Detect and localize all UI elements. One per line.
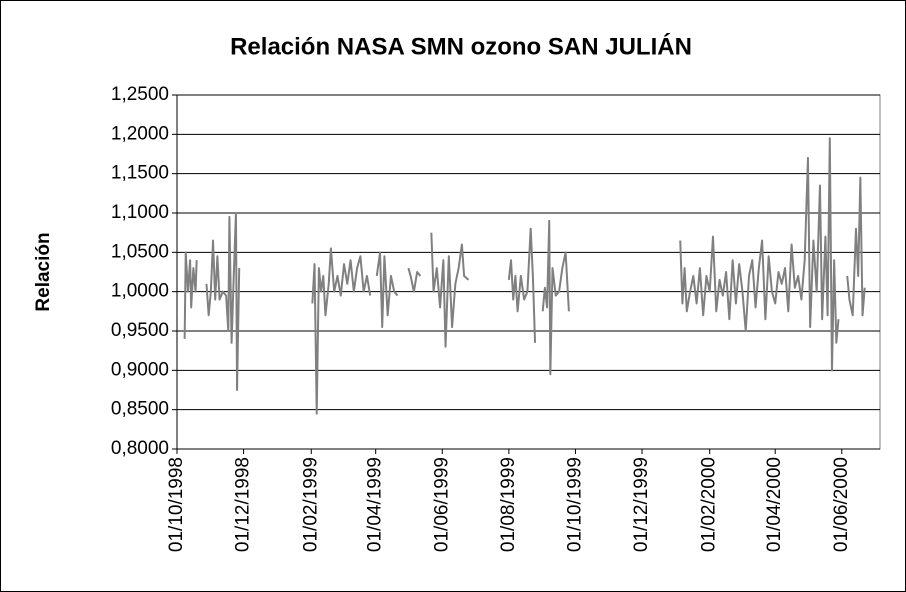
x-tick-label: 01/06/2000 [831,457,852,552]
y-axis-label: Relación [33,232,54,311]
x-tick-label: 01/08/1999 [498,457,519,552]
y-tick-label: 1,2500 [111,84,169,105]
x-tick-label: 01/12/1998 [233,457,254,552]
x-tick-label: 01/12/1999 [631,457,652,552]
x-tick-label: 01/04/1999 [365,457,386,552]
x-tick-label: 01/06/1999 [431,457,452,552]
y-tick-label: 1,0500 [111,241,169,262]
y-tick-label: 0,9500 [111,320,169,341]
y-tick-label: 1,0000 [111,281,169,302]
y-tick-label: 0,8000 [111,438,169,459]
y-tick-label: 1,1500 [111,163,169,184]
x-tick-label: 01/02/2000 [699,457,720,552]
chart-title: Relación NASA SMN ozono SAN JULIÁN [230,32,692,60]
x-tick-label: 01/10/1999 [564,457,585,552]
x-tick-label: 01/02/1999 [300,457,321,552]
x-tick-label: 01/10/1998 [166,457,187,552]
series-line [183,137,866,415]
y-tick-label: 0,9000 [111,359,169,380]
y-tick-label: 1,1000 [111,202,169,223]
x-tick-label: 01/04/2000 [764,457,785,552]
y-tick-label: 1,2000 [111,123,169,144]
y-tick-label: 0,8500 [111,399,169,420]
